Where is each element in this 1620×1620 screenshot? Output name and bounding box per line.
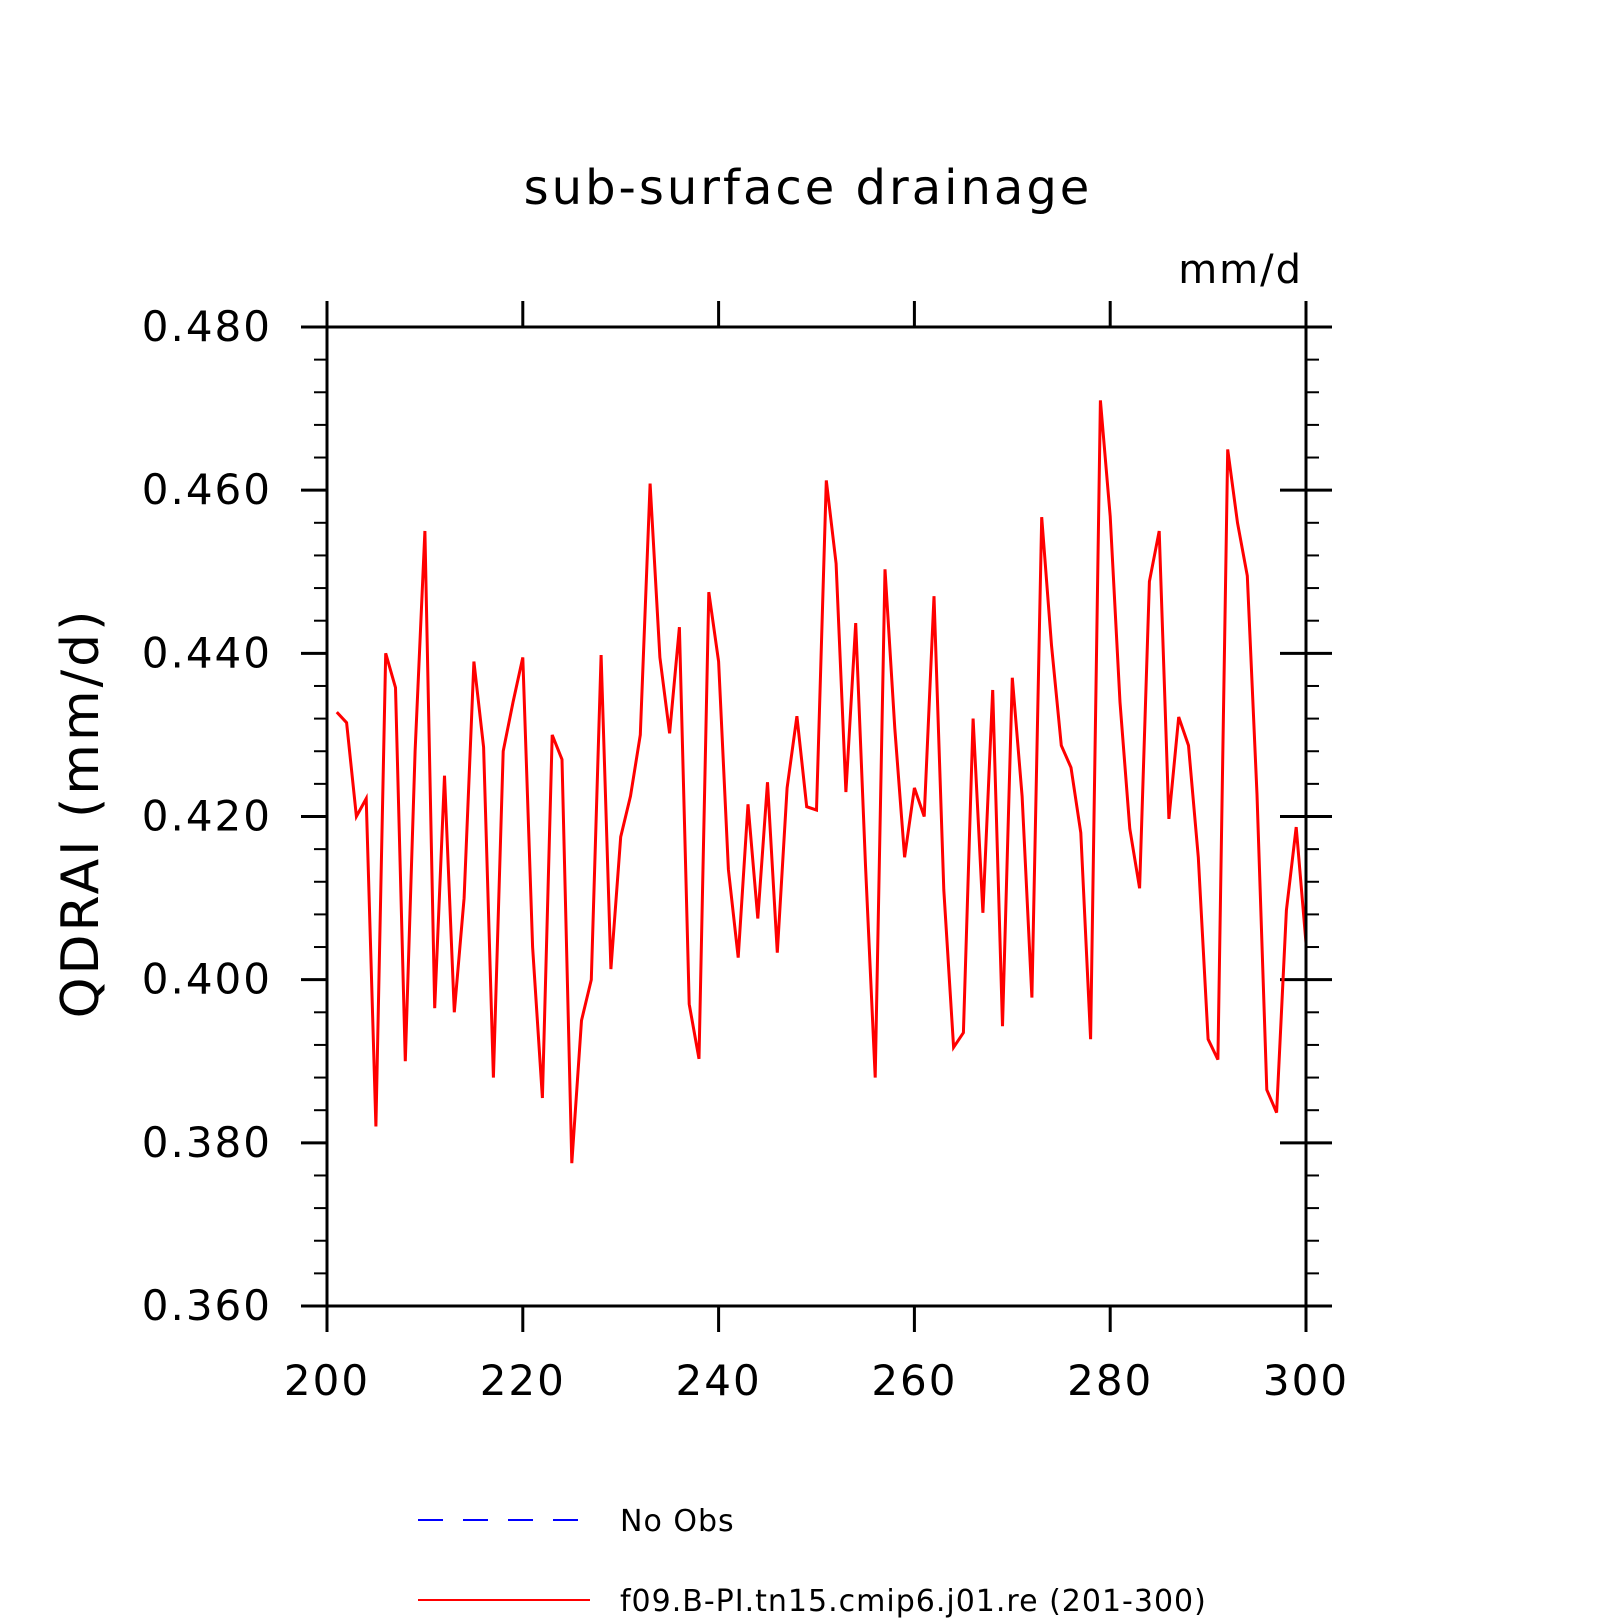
y-tick-label: 0.360 <box>142 1281 272 1330</box>
y-tick-label: 0.480 <box>142 302 272 351</box>
y-tick-labels: 0.360 0.380 0.400 0.420 0.440 0.460 0.480 <box>142 302 272 1330</box>
x-tick-label: 200 <box>284 1356 370 1405</box>
chart-title: sub-surface drainage <box>524 160 1093 216</box>
y-tick-label: 0.380 <box>142 1118 272 1167</box>
legend-label: No Obs <box>620 1504 735 1539</box>
minor-ticks <box>314 358 1319 1275</box>
y-axis-title: QDRAI (mm/d) <box>51 608 111 1019</box>
units-label: mm/d <box>1178 247 1303 293</box>
x-tick-label: 260 <box>871 1356 957 1405</box>
x-tick-label: 280 <box>1067 1356 1153 1405</box>
y-tick-label: 0.400 <box>142 955 272 1004</box>
y-tick-label: 0.420 <box>142 792 272 841</box>
plot-lines <box>335 400 1308 1164</box>
y-tick-label: 0.440 <box>142 628 272 677</box>
legend: No Obs f09.B-PI.tn15.cmip6.j01.re (201-30… <box>418 1504 1207 1619</box>
legend-label: f09.B-PI.tn15.cmip6.j01.re (201-300) <box>620 1584 1207 1619</box>
x-tick-label: 220 <box>480 1356 566 1405</box>
series-line <box>335 400 1308 1164</box>
x-tick-label: 300 <box>1263 1356 1349 1405</box>
x-tick-label: 240 <box>676 1356 762 1405</box>
plot-frame <box>325 325 1308 1308</box>
x-tick-labels: 200 220 240 260 280 300 <box>284 1356 1349 1405</box>
y-tick-label: 0.460 <box>142 465 272 514</box>
